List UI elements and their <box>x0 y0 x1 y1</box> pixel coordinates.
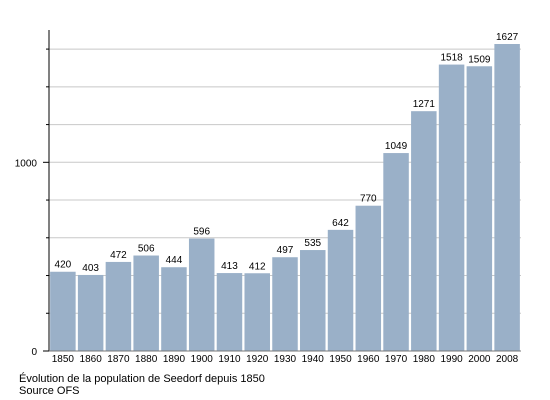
x-tick-label-1860: 1860 <box>80 354 103 365</box>
chart-caption: Évolution de la population de Seedorf de… <box>19 373 265 385</box>
x-tick-label-2008: 2008 <box>496 354 519 365</box>
data-label-1870: 472 <box>110 250 127 261</box>
x-tick-label-1850: 1850 <box>52 354 75 365</box>
x-tick-label-1920: 1920 <box>246 354 269 365</box>
data-label-1960: 770 <box>360 194 377 205</box>
data-label-1910: 413 <box>221 261 238 272</box>
data-label-2000: 1509 <box>468 54 491 65</box>
x-tick-label-1910: 1910 <box>218 354 241 365</box>
data-label-1850: 420 <box>55 260 72 271</box>
bar-1870 <box>105 261 132 351</box>
data-label-1880: 506 <box>138 244 155 255</box>
x-tick-label-2000: 2000 <box>468 354 491 365</box>
y-tick-label-1000: 1000 <box>15 158 38 169</box>
data-label-1930: 497 <box>277 245 294 256</box>
bar-1950 <box>327 229 354 351</box>
bar-1990 <box>438 64 465 352</box>
x-tick-label-1970: 1970 <box>385 354 408 365</box>
x-tick-label-1880: 1880 <box>135 354 158 365</box>
y-tick-label-0: 0 <box>31 347 37 358</box>
bars <box>50 44 520 352</box>
bar-1940 <box>300 250 326 351</box>
bar-1920 <box>244 273 270 351</box>
bar-2000 <box>466 66 493 352</box>
bar-1880 <box>133 255 159 351</box>
data-label-1950: 642 <box>332 218 349 229</box>
bar-1860 <box>77 274 104 351</box>
data-label-1990: 1518 <box>440 53 463 64</box>
bar-1910 <box>216 273 243 351</box>
x-tick-label-1940: 1940 <box>302 354 325 365</box>
data-label-1980: 1271 <box>413 99 436 110</box>
x-tick-label-1950: 1950 <box>329 354 352 365</box>
bar-1960 <box>355 205 382 351</box>
bar-1850 <box>50 271 76 351</box>
data-label-1860: 403 <box>82 263 99 274</box>
bar-1900 <box>188 238 215 351</box>
x-tick-label-1870: 1870 <box>107 354 130 365</box>
x-tick-label-1990: 1990 <box>440 354 463 365</box>
data-label-1900: 596 <box>193 227 210 238</box>
bar-1930 <box>272 257 298 351</box>
data-label-1890: 444 <box>166 255 183 266</box>
data-label-1970: 1049 <box>385 141 408 152</box>
data-label-2008: 1627 <box>496 32 519 43</box>
x-tick-label-1960: 1960 <box>357 354 380 365</box>
chart-source: Source OFS <box>19 385 80 397</box>
x-tick-label-1980: 1980 <box>413 354 436 365</box>
axes <box>43 30 521 352</box>
bar-2008 <box>494 44 520 351</box>
x-tick-label-1890: 1890 <box>163 354 186 365</box>
bar-1980 <box>411 111 437 351</box>
x-tick-label-1930: 1930 <box>274 354 297 365</box>
data-label-1940: 535 <box>304 238 321 249</box>
bar-1890 <box>161 267 187 351</box>
x-tick-label-1900: 1900 <box>191 354 214 365</box>
data-label-1920: 412 <box>249 261 266 272</box>
labels: 420 1850 403 1860 472 1870 506 1880 444 1890 596 19… <box>15 32 519 365</box>
bar-1970 <box>383 153 409 351</box>
